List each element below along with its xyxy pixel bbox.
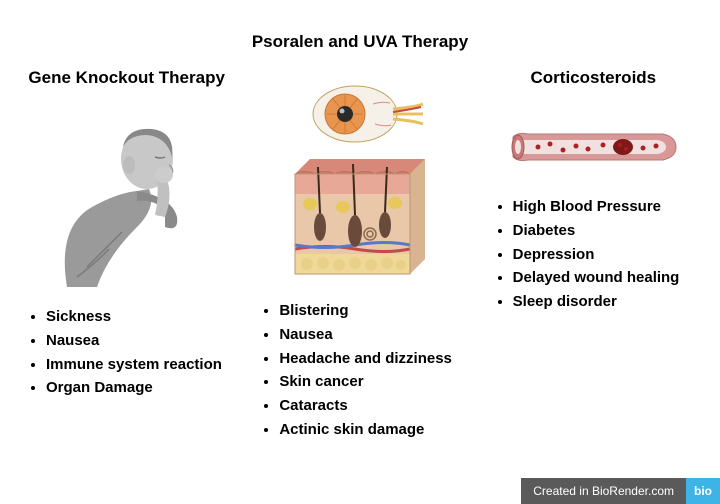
therapy-columns: Gene Knockout Therapy	[0, 0, 720, 504]
bullet-item: Delayed wound healing	[513, 267, 680, 289]
column-psoralen-uva: Psoralen and UVA Therapy	[243, 20, 476, 444]
bullet-item: Sickness	[46, 306, 222, 328]
bullet-item: Nausea	[279, 324, 452, 346]
heading-corticosteroids: Corticosteroids	[531, 56, 657, 100]
skin-cross-section-icon	[285, 149, 435, 284]
illustration-sick-person	[37, 112, 217, 292]
bullet-item: Organ Damage	[46, 377, 222, 399]
bullet-item: High Blood Pressure	[513, 196, 680, 218]
bullet-item: Nausea	[46, 330, 222, 352]
attribution-badge: Created in BioRender.com bio	[521, 478, 720, 504]
blood-vessel-icon	[508, 122, 678, 172]
bullet-item: Depression	[513, 244, 680, 266]
bullets-psoralen-uva: Blistering Nausea Headache and dizziness…	[251, 300, 452, 443]
bullet-item: Skin cancer	[279, 371, 452, 393]
heading-psoralen-uva: Psoralen and UVA Therapy	[252, 20, 468, 64]
attribution-text: Created in BioRender.com	[521, 478, 686, 504]
column-corticosteroids: Corticosteroids	[477, 20, 710, 444]
bullets-corticosteroids: High Blood Pressure Diabetes Depression …	[485, 196, 680, 315]
bullet-item: Headache and dizziness	[279, 348, 452, 370]
bullet-item: Diabetes	[513, 220, 680, 242]
eye-icon	[295, 79, 425, 149]
sick-person-icon	[37, 117, 217, 287]
bullet-item: Blistering	[279, 300, 452, 322]
column-gene-knockout: Gene Knockout Therapy	[10, 20, 243, 444]
heading-gene-knockout: Gene Knockout Therapy	[28, 56, 224, 100]
illustration-blood-vessel	[508, 112, 678, 182]
attribution-logo: bio	[686, 478, 720, 504]
bullet-item: Actinic skin damage	[279, 419, 452, 441]
bullets-gene-knockout: Sickness Nausea Immune system reaction O…	[18, 306, 222, 401]
bullet-item: Cataracts	[279, 395, 452, 417]
illustration-eye-skin	[285, 76, 435, 286]
bullet-item: Immune system reaction	[46, 354, 222, 376]
bullet-item: Sleep disorder	[513, 291, 680, 313]
